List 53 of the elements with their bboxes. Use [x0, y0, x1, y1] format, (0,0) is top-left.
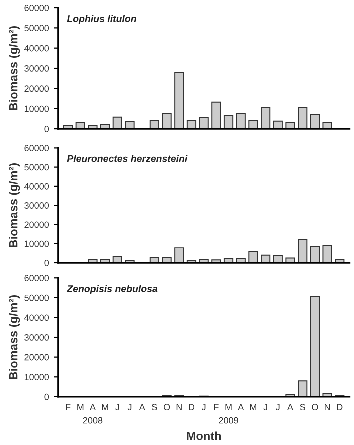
y-tick-label: 40000 — [24, 45, 50, 52]
x-tick-label: D — [189, 404, 195, 410]
y-tick-label: 20000 — [24, 222, 50, 228]
y-tick-label: 40000 — [24, 314, 50, 322]
x-tick-label: F — [66, 404, 71, 410]
y-tick-label: 10000 — [24, 374, 50, 380]
x-tick-label: A — [90, 404, 96, 410]
x-tick-label: A — [288, 404, 294, 410]
y-tick-label: 10000 — [24, 240, 50, 248]
text: 2008 — [83, 417, 103, 424]
x-tick-label: O — [164, 404, 170, 411]
x-tick-label: D — [337, 404, 343, 410]
x-tick-label: M — [78, 404, 84, 410]
x-axis-title: Month — [187, 432, 222, 440]
y-tick-label: 50000 — [24, 25, 50, 32]
y-tick-label: 50000 — [24, 294, 50, 302]
y-axis-title: Biomass (g/m²) — [9, 295, 20, 380]
x-tick-label: J — [276, 404, 280, 411]
y-tick-label: 60000 — [24, 145, 50, 152]
y-tick-label: 10000 — [24, 106, 50, 112]
y-tick-label: 20000 — [24, 86, 50, 92]
x-tick-label: F — [214, 404, 219, 410]
y-axis-title: Biomass (g/m²) — [9, 26, 20, 110]
x-tick-label: M — [250, 404, 256, 410]
x-tick-label: J — [202, 404, 206, 411]
x-tick-label: N — [176, 404, 182, 410]
y-tick-label: 0 — [44, 394, 50, 400]
x-tick-label: M — [102, 404, 108, 410]
text: Lophius litulon — [67, 15, 136, 24]
x-tick-label: S — [300, 404, 306, 411]
y-tick-label: 60000 — [24, 4, 50, 12]
x-tick-label: A — [139, 404, 146, 410]
y-axis-title: Biomass (g/m²) — [9, 164, 20, 248]
x-tick-label: A — [238, 404, 244, 410]
x-tick-label: S — [152, 404, 158, 411]
y-tick-label: 20000 — [24, 354, 50, 361]
x-tick-label: O — [312, 404, 318, 411]
text: Pleuronectes herzensteini — [67, 155, 188, 162]
y-tick-label: 40000 — [24, 183, 50, 190]
y-tick-label: 30000 — [24, 334, 50, 341]
y-tick-label: 30000 — [24, 65, 50, 72]
x-tick-label: J — [116, 404, 120, 411]
x-tick-label: J — [128, 404, 132, 411]
y-tick-label: 60000 — [24, 275, 50, 282]
x-tick-label: M — [226, 404, 232, 410]
x-tick-label: J — [264, 404, 268, 411]
x-tick-label: N — [325, 404, 330, 410]
y-tick-label: 0 — [44, 260, 50, 266]
text: Zenopisis nebulosa — [66, 285, 158, 294]
y-tick-label: 0 — [44, 126, 50, 132]
y-tick-label: 50000 — [24, 164, 50, 171]
text: 2009 — [219, 417, 238, 424]
y-tick-label: 30000 — [24, 202, 50, 209]
